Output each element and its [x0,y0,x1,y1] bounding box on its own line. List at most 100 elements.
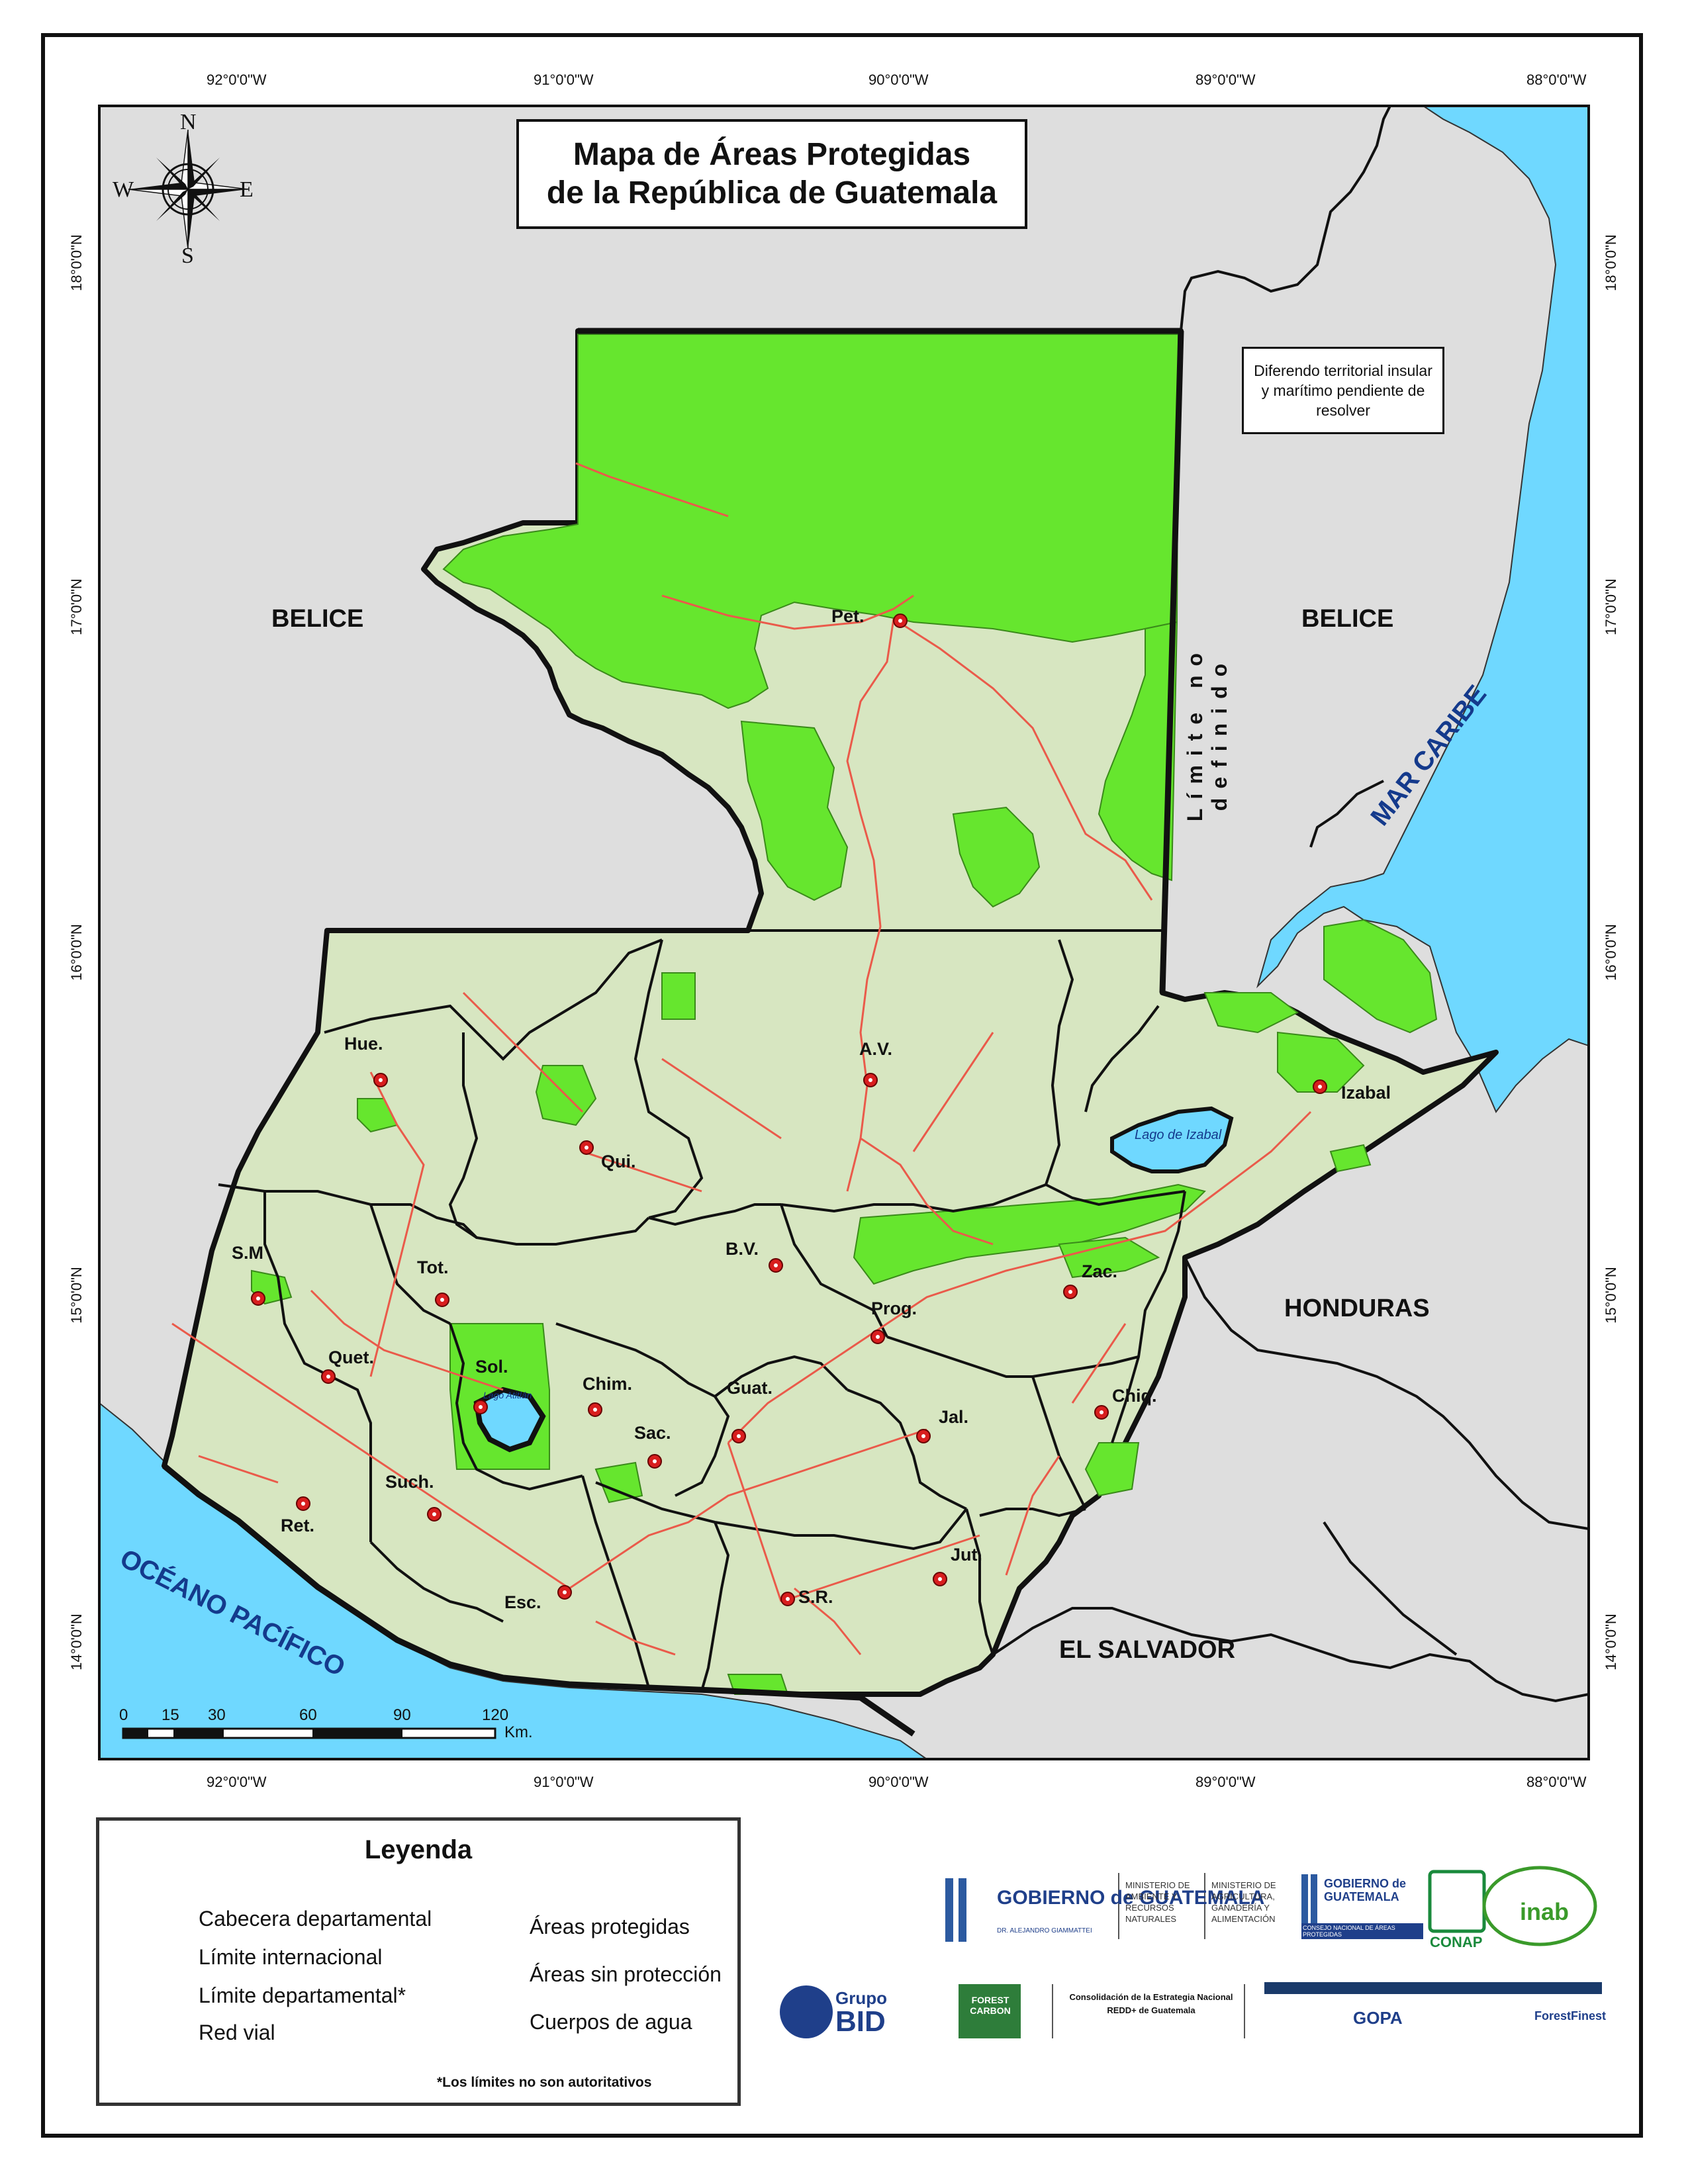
lat-tick-right-17: 17°0'0"N [1603,578,1619,635]
lat-tick-left-17: 17°0'0"N [68,578,85,635]
logo-gobierno-sub: DR. ALEJANDRO GIAMMATTEI [997,1927,1092,1934]
map-frame [41,33,1643,2138]
legend-intl-border: Límite internacional [199,1945,383,1969]
logo-gobierno: GOBIERNO de GUATEMALA [997,1887,1265,1909]
legend-dept-border: Límite departamental* [199,1983,406,2007]
country-honduras: HONDURAS [1284,1295,1430,1322]
road-network [171,462,1312,1656]
department-boundaries [218,929,1186,1692]
dept-jutiapa: Jut. [951,1545,983,1565]
lon-tick-bottom-90: 90°0'0"W [868,1774,929,1790]
legend-unprotected: Áreas sin protección [530,1962,722,1986]
logo-bid-grupo: Grupo [835,1988,887,2008]
undefined-border-label: Límite no definido [1183,643,1231,822]
scale-tick-15: 15 [162,1706,179,1724]
dept-totonicapan: Tot. [417,1257,449,1277]
dept-baja-verapaz: B.V. [726,1239,759,1259]
lat-tick-left-14: 14°0'0"N [68,1614,85,1670]
lake-izabal-label: Lago de Izabal [1135,1128,1222,1142]
logo-ministerio-agricultura: MINISTERIO DE AGRICULTURA, GANADERÍA Y A… [1211,1880,1276,1924]
dept-escuintla: Esc. [504,1592,541,1612]
caribbean-sea [1256,106,1589,1113]
lat-tick-left-15: 15°0'0"N [68,1267,85,1324]
dept-chimaltenango: Chim. [583,1374,633,1394]
pacific-coast-border [162,1463,915,1737]
scale-bar [122,1727,496,1739]
country-el-salvador: EL SALVADOR [1059,1636,1236,1664]
lake-atitlan [473,1387,546,1453]
legend-note: *Los límites no son autoritativos [437,2075,652,2090]
legend-box: Leyenda Cabecera departamental Límite in… [96,1817,741,2106]
dept-san-marcos: S.M [232,1243,264,1263]
lat-tick-left-18: 18°0'0"N [68,234,85,291]
logo-redd-line1: Consolidación de la Estrategia Nacional [1069,1992,1233,2002]
logo-ministerio-ambiente: MINISTERIO DE AMBIENTE Y RECURSOS NATURA… [1125,1880,1190,1924]
logo-conap-gov: GOBIERNO de GUATEMALA [1324,1877,1407,1903]
dept-el-progreso: Prog. [871,1298,917,1318]
capital-centers [256,619,1322,1601]
lat-tick-right-18: 18°0'0"N [1603,234,1619,291]
logo-gopa: GOPA [1353,2008,1403,2028]
lon-tick-bottom-91: 91°0'0"W [534,1774,594,1790]
dept-jalapa: Jal. [939,1407,969,1427]
dept-zacapa: Zac. [1082,1261,1118,1281]
logo-conap-sub: CONSEJO NACIONAL DE ÁREAS PROTEGIDAS [1301,1923,1423,1939]
scale-tick-60: 60 [299,1706,317,1724]
logo-conap: CONAP [1430,1934,1483,1950]
logo-redd-line2: REDD+ de Guatemala [1107,2005,1196,2015]
scale-unit: Km. [504,1723,533,1741]
scale-tick-90: 90 [393,1706,411,1724]
country-belize-east: BELICE [1301,605,1394,633]
lake-atitlan-label: Lago Atitlán [483,1390,532,1400]
dept-quetzaltenango: Quet. [328,1347,375,1367]
lat-tick-right-15: 15°0'0"N [1603,1267,1619,1324]
scale-tick-30: 30 [208,1706,226,1724]
dept-retalhuleu: Ret. [281,1516,315,1535]
map-title: Mapa de Áreas Protegidas de la República… [516,119,1027,229]
compass-rose [128,129,248,250]
lon-tick-top-90: 90°0'0"W [868,71,929,88]
logo-forestfinest: ForestFinest [1534,2009,1607,2023]
lake-izabal [1110,1106,1234,1173]
legend-title: Leyenda [364,1835,473,1864]
lon-tick-bottom-88: 88°0'0"W [1526,1774,1587,1790]
compass-s: S [181,244,194,268]
lon-tick-top-88: 88°0'0"W [1526,71,1587,88]
legend-roads: Red vial [199,2021,275,2044]
lon-tick-bottom-89: 89°0'0"W [1196,1774,1256,1790]
logo-bid: BID [835,2005,886,2038]
protected-areas [251,334,1438,1695]
lon-tick-bottom-92: 92°0'0"W [207,1774,267,1790]
lon-tick-top-91: 91°0'0"W [534,71,594,88]
logo-shapes [780,1866,1602,2038]
lon-tick-top-89: 89°0'0"W [1196,71,1256,88]
legend-protected: Áreas protegidas [530,1915,690,1938]
lat-tick-right-14: 14°0'0"N [1603,1614,1619,1670]
compass-e: E [240,177,254,202]
title-line-1: Mapa de Áreas Protegidas [573,137,971,172]
dept-huehuetenango: Hue. [344,1034,383,1054]
compass-n: N [180,110,197,134]
scale-tick-120: 120 [482,1706,509,1724]
compass-w: W [113,177,134,202]
dept-izabal: Izabal [1341,1083,1391,1103]
dept-alta-verapaz: A.V. [859,1039,893,1059]
territorial-dispute-note: Diferendo territorial insular y marítimo… [1242,347,1444,434]
logo-forest-carbon: FOREST CARBON [970,1995,1011,2016]
scale-tick-0: 0 [119,1706,128,1724]
title-line-2: de la República de Guatemala [546,175,998,210]
lon-tick-top-92: 92°0'0"W [207,71,267,88]
dept-guatemala: Guat. [727,1378,773,1398]
dept-santa-rosa: S.R. [798,1587,833,1607]
lat-tick-left-16: 16°0'0"N [68,924,85,981]
international-border [578,328,1184,993]
map-border [98,105,1590,1760]
logo-inab: inab [1520,1898,1570,1925]
neighbor-borders [992,106,1589,1703]
country-belize-west: BELICE [271,605,364,633]
lat-tick-right-16: 16°0'0"N [1603,924,1619,981]
dept-suchitepequez: Such. [385,1472,434,1492]
legend-capital: Cabecera departamental [199,1907,432,1931]
dept-solola: Sol. [475,1357,508,1377]
